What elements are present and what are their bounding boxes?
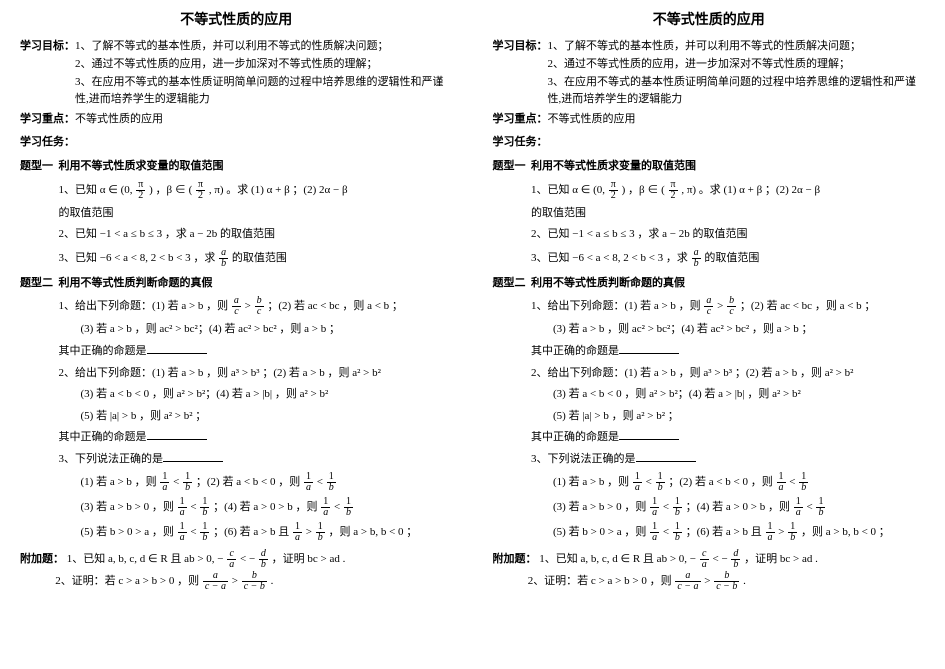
t1-p1-tail: 的取值范围 [59, 205, 453, 223]
focus-text: 不等式性质的应用 [75, 113, 163, 125]
focus-row: 学习重点：不等式性质的应用 [20, 111, 453, 129]
type2-title: 利用不等式性质判断命题的真假 [59, 275, 213, 293]
type2-row: 题型二 利用不等式性质判断命题的真假 [20, 275, 453, 293]
t1-p3: 3、已知 −6 < a < 8, 2 < b < 3 ，求 ab 的取值范围 [59, 248, 453, 269]
t2-q3-o2: (3) 若 a > b > 0 ，则 1a < 1b ；(4) 若 a > 0 … [81, 497, 453, 518]
type1-id: 题型一 [20, 158, 59, 176]
t1-p1-post: , π) 。求 (1) α + β ；(2) 2α − β [209, 184, 348, 196]
t2-q1-l2: (3) 若 a > b ，则 ac² > bc²；(4) 若 ac² > bc²… [81, 321, 453, 339]
t1-p2: 2、已知 −1 < a ≤ b ≤ 3 ，求 a − 2b 的取值范围 [59, 226, 453, 244]
focus-row-r: 学习重点：不等式性质的应用 [493, 111, 926, 129]
goals-block: 学习目标： 1、了解不等式的基本性质，并可以利用不等式的性质解决问题； 2、通过… [20, 38, 453, 108]
t1-p1-pre: 1、已知 α ∈ (0, [59, 184, 133, 196]
t2-q3: 3、下列说法正确的是 [59, 451, 453, 469]
t2-q3-o1: (1) 若 a > b ，则 1a < 1b ；(2) 若 a < b < 0 … [81, 472, 453, 493]
frac-a-c: ac [232, 296, 241, 317]
t2-q2-tail: 其中正确的命题是 [59, 429, 453, 447]
frac-a-b: ab [219, 248, 228, 269]
blank-line-3 [163, 451, 223, 462]
t1-p1: 1、已知 α ∈ (0, π2 ) ，β ∈ ( π2 , π) 。求 (1) … [59, 180, 453, 201]
right-column: 不等式性质的应用 学习目标： 1、了解不等式的基本性质，并可以利用不等式的性质解… [473, 0, 945, 669]
blank-line-2 [147, 429, 207, 440]
goal-items: 1、了解不等式的基本性质，并可以利用不等式的性质解决问题； 2、通过不等式性质的… [75, 38, 453, 108]
frac-pi-2: π2 [136, 180, 145, 201]
type1-title: 利用不等式性质求变量的取值范围 [59, 158, 224, 176]
page-container: 不等式性质的应用 学习目标： 1、了解不等式的基本性质，并可以利用不等式的性质解… [0, 0, 945, 669]
type1-row: 题型一 利用不等式性质求变量的取值范围 [20, 158, 453, 176]
t1-p3-pre: 3、已知 −6 < a < 8, 2 < b < 3 ，求 [59, 252, 216, 264]
type2-id: 题型二 [20, 275, 59, 293]
t2-q1-mid: ；(2) 若 ac < bc ，则 a < b ； [267, 300, 403, 312]
frac-b-c: bc [255, 296, 264, 317]
left-column: 不等式性质的应用 学习目标： 1、了解不等式的基本性质，并可以利用不等式的性质解… [0, 0, 473, 669]
goal-2: 2、通过不等式性质的应用，进一步加深对不等式性质的理解； [75, 56, 453, 74]
goal-3: 3、在应用不等式的基本性质证明简单问题的过程中培养思维的逻辑性和严谨性,进而培养… [75, 74, 453, 109]
goal-1: 1、了解不等式的基本性质，并可以利用不等式的性质解决问题； [75, 38, 453, 56]
t2-q1: 1、给出下列命题：(1) 若 a > b ，则 ac > bc ；(2) 若 a… [59, 296, 453, 317]
t1-p1-mid: ) ，β ∈ ( [149, 184, 192, 196]
t2-q2-l2: (3) 若 a < b < 0 ，则 a² > b²；(4) 若 a > |b|… [81, 386, 453, 404]
t2-q1-tail: 其中正确的命题是 [59, 343, 453, 361]
focus-label: 学习重点： [20, 113, 75, 125]
goals-block-r: 学习目标： 1、了解不等式的基本性质，并可以利用不等式的性质解决问题； 2、通过… [493, 38, 926, 108]
task-label: 学习任务： [20, 134, 453, 152]
t2-q2-l3: (5) 若 |a| > b ，则 a² > b² ； [81, 408, 453, 426]
t2-q2: 2、给出下列命题：(1) 若 a > b ，则 a³ > b³ ；(2) 若 a… [59, 365, 453, 383]
t2-q3-o3: (5) 若 b > 0 > a ，则 1a < 1b ；(6) 若 a > b … [81, 522, 453, 543]
extra-2: 2、证明：若 c > a > b > 0 ，则 ac − a > bc − b … [55, 571, 452, 592]
t1-p3-post: 的取值范围 [232, 252, 287, 264]
page-title: 不等式性质的应用 [20, 10, 453, 32]
frac-pi-2-b: π2 [196, 180, 205, 201]
blank-line [147, 343, 207, 354]
page-title-r: 不等式性质的应用 [493, 10, 926, 32]
goal-label: 学习目标： [20, 38, 75, 108]
extra-1: 附加题： 1、已知 a, b, c, d ∈ R 且 ab > 0, − ca … [20, 549, 453, 570]
t2-q1-intro: 1、给出下列命题：(1) 若 a > b ，则 [59, 300, 229, 312]
